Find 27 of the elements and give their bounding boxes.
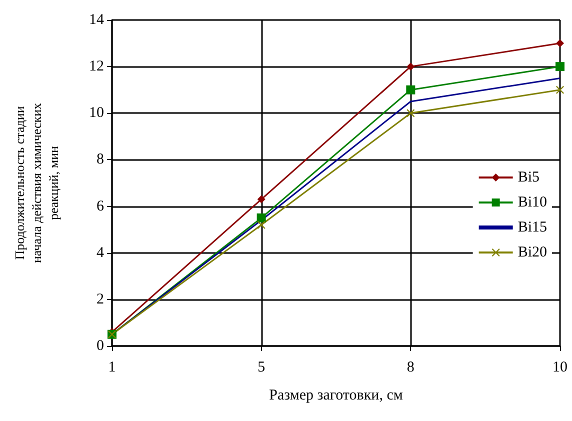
point [257,220,266,229]
x-tick-label: 10 [552,360,568,376]
y-tick-label: 6 [96,198,104,214]
x-tick-label: 1 [108,360,116,376]
point [556,39,564,48]
x-tick-label: 5 [258,360,266,376]
point [556,86,564,94]
y-tick-label: 0 [96,338,104,354]
y-tick-label: 10 [89,105,104,122]
point [257,195,266,204]
legend-label: Bi20 [518,244,548,260]
y-tick-label: 4 [96,244,104,261]
point [556,62,564,72]
point [406,62,415,71]
legend-label: Bi15 [518,220,548,236]
legend-label: Bi5 [518,170,540,186]
point [406,85,416,94]
y-tick-label: 2 [96,291,104,308]
y-tick-label: 12 [89,58,104,75]
legend-label: Bi10 [518,194,548,210]
point [256,213,266,222]
x-axis-title: Размер заготовки, см [269,388,404,404]
y-axis-title: Продолжительность стадии начала действия химических реакций, мин [12,102,61,264]
point [406,109,415,118]
y-tick-label: 14 [89,12,104,28]
x-tick-label: 8 [406,360,414,376]
y-tick-label: 8 [96,152,104,168]
